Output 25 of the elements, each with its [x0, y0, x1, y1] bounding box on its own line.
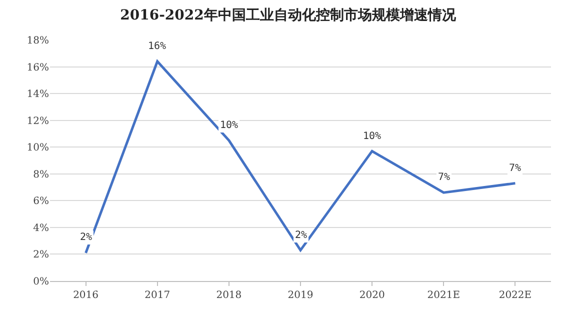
y-tick-label: 12%	[26, 116, 49, 127]
x-tick-label: 2019	[288, 290, 314, 301]
data-label: 16%	[148, 41, 166, 52]
data-label: 2%	[80, 232, 92, 243]
y-tick-label: 10%	[26, 142, 49, 154]
y-tick-label: 4%	[33, 222, 49, 234]
y-tick-label: 0%	[33, 276, 49, 288]
x-tick-label: 2016	[73, 290, 99, 301]
data-label: 10%	[363, 131, 382, 142]
chart-title: 2016-2022年中国工业自动化控制市场规模增速情况	[120, 6, 457, 24]
y-tick-label: 8%	[33, 169, 49, 180]
x-tick-label: 2020	[359, 290, 385, 301]
x-tick-label: 2021E	[427, 290, 460, 301]
data-label: 7%	[438, 172, 450, 183]
data-label: 7%	[509, 163, 522, 174]
y-tick-label: 16%	[26, 62, 49, 74]
y-tick-label: 14%	[26, 89, 49, 100]
x-tick-label: 2022E	[498, 290, 532, 301]
data-label: 10%	[220, 120, 238, 131]
x-tick-label: 2018	[216, 290, 242, 301]
y-tick-label: 18%	[26, 36, 49, 46]
data-label: 2%	[295, 230, 308, 241]
x-tick-label: 2017	[144, 290, 170, 301]
y-tick-label: 6%	[33, 196, 49, 208]
y-tick-label: 2%	[33, 250, 49, 261]
